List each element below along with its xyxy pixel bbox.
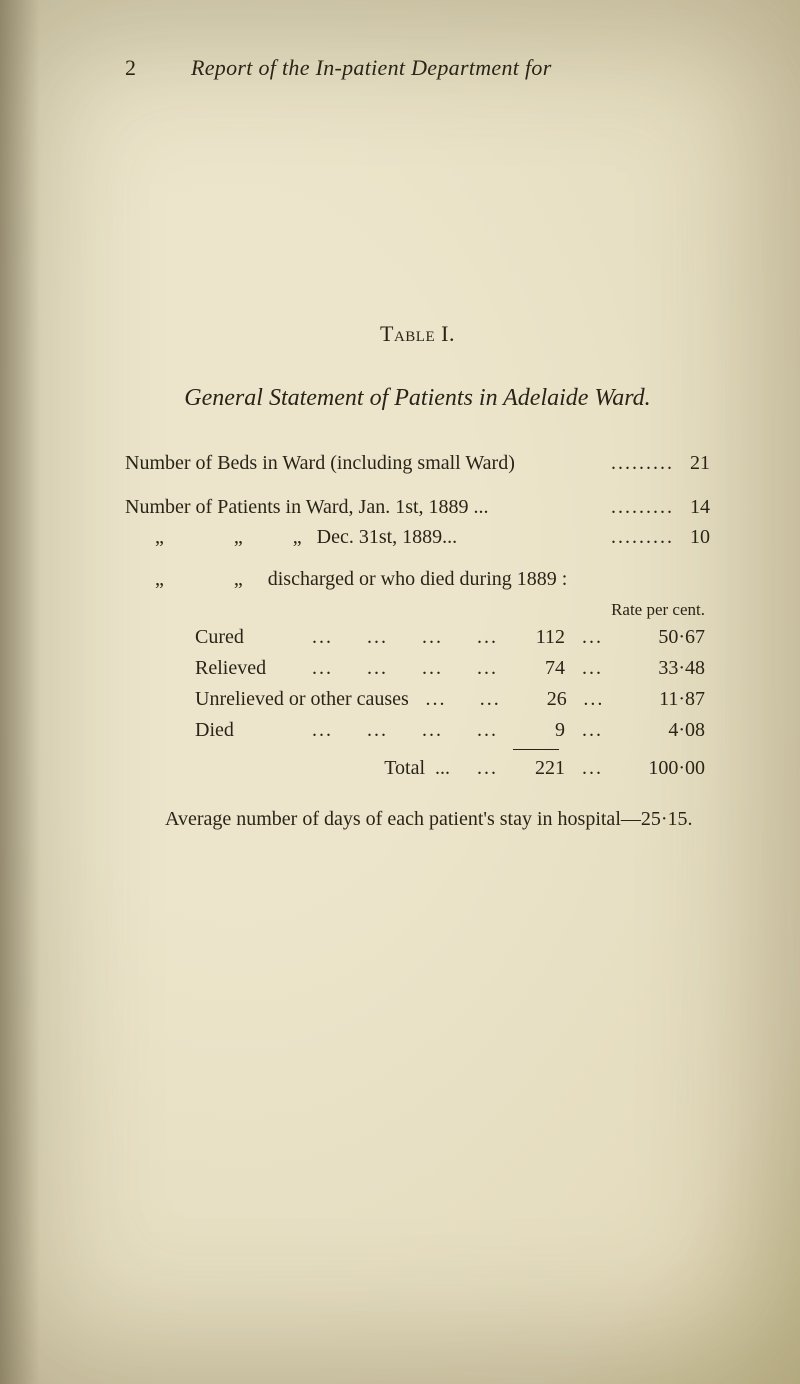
dots-icon: ... <box>405 715 460 746</box>
row-label: „ „ „ Dec. 31st, 1889... <box>125 522 457 552</box>
detail-count: 9 <box>515 715 565 746</box>
dots-icon: ... <box>611 492 632 522</box>
detail-row: Died ... ... ... ... 9 ... 4·08 <box>195 715 705 746</box>
dots-icon: ... <box>632 448 653 478</box>
dots-icon: ... <box>653 448 674 478</box>
rule-line <box>195 746 705 753</box>
detail-count: 26 <box>517 684 566 715</box>
section-title: General Statement of Patients in Adelaid… <box>125 385 710 412</box>
dots-icon: ... <box>632 492 653 522</box>
page-edge-shadow <box>0 0 40 1384</box>
running-title: Report of the In-patient Department for <box>191 55 552 81</box>
page-number: 2 <box>125 55 136 81</box>
row-label: Number of Beds in Ward (including small … <box>125 448 515 478</box>
detail-label: Died <box>195 715 234 746</box>
row-discharged-head: „ „ discharged or who died during 1889 : <box>125 564 710 594</box>
detail-count: 112 <box>515 622 565 653</box>
total-label: Total ... <box>195 753 460 784</box>
dots-icon: ... <box>460 715 515 746</box>
total-rate: 100·00 <box>620 753 705 784</box>
row-value: 14 <box>674 492 710 522</box>
dots-icon: ... <box>463 684 517 715</box>
detail-row: Unrelieved or other causes ... ... 26 ..… <box>195 684 705 715</box>
detail-rate: 33·48 <box>620 653 705 684</box>
dots-icon: ... <box>565 753 620 784</box>
page: 2 Report of the In-patient Department fo… <box>0 0 800 1384</box>
rate-header: Rate per cent. <box>195 600 705 620</box>
detail-label: Unrelieved or other causes <box>195 684 409 715</box>
total-count: 221 <box>515 753 565 784</box>
dots-icon: ... <box>653 492 674 522</box>
detail-rate: 4·08 <box>620 715 705 746</box>
dots-icon: ... <box>567 684 621 715</box>
detail-label: Cured <box>195 622 244 653</box>
detail-label: Relieved <box>195 653 266 684</box>
row-value: 10 <box>674 522 710 552</box>
dots-icon: ... <box>460 653 515 684</box>
dots-icon: ... <box>565 622 620 653</box>
dots-icon: ... <box>565 653 620 684</box>
dots-icon: ... <box>405 622 460 653</box>
dots-icon: ... <box>295 653 350 684</box>
table-label: Table I. <box>125 321 710 347</box>
total-row: Total ... ... 221 ... 100·00 <box>195 753 705 784</box>
row-patients-dec: „ „ „ Dec. 31st, 1889... ... ... ... 10 <box>125 522 710 552</box>
detail-count: 74 <box>515 653 565 684</box>
row-label: „ „ discharged or who died during 1889 : <box>125 564 567 594</box>
dots-icon: ... <box>350 715 405 746</box>
dots-icon: ... <box>632 522 653 552</box>
dots-icon: ... <box>565 715 620 746</box>
row-label: Number of Patients in Ward, Jan. 1st, 18… <box>125 492 489 522</box>
row-patients-jan: Number of Patients in Ward, Jan. 1st, 18… <box>125 492 710 522</box>
dots-icon: ... <box>611 448 632 478</box>
header: 2 Report of the In-patient Department fo… <box>125 55 710 81</box>
dots-icon: ... <box>295 622 350 653</box>
row-value: 21 <box>674 448 710 478</box>
dots-icon: ... <box>460 753 515 784</box>
dots-icon: ... <box>460 622 515 653</box>
footer-line: Average number of days of each patient's… <box>165 808 710 831</box>
dots-icon: ... <box>405 653 460 684</box>
detail-table: Rate per cent. Cured ... ... ... ... 112… <box>195 600 705 784</box>
detail-row: Relieved ... ... ... ... 74 ... 33·48 <box>195 653 705 684</box>
dots-icon: ... <box>409 684 463 715</box>
detail-rate: 50·67 <box>620 622 705 653</box>
detail-rate: 11·87 <box>621 684 705 715</box>
dots-icon: ... <box>350 622 405 653</box>
dots-icon: ... <box>295 715 350 746</box>
dots-icon: ... <box>350 653 405 684</box>
row-beds: Number of Beds in Ward (including small … <box>125 448 710 478</box>
dots-icon: ... <box>653 522 674 552</box>
detail-row: Cured ... ... ... ... 112 ... 50·67 <box>195 622 705 653</box>
dots-icon: ... <box>611 522 632 552</box>
